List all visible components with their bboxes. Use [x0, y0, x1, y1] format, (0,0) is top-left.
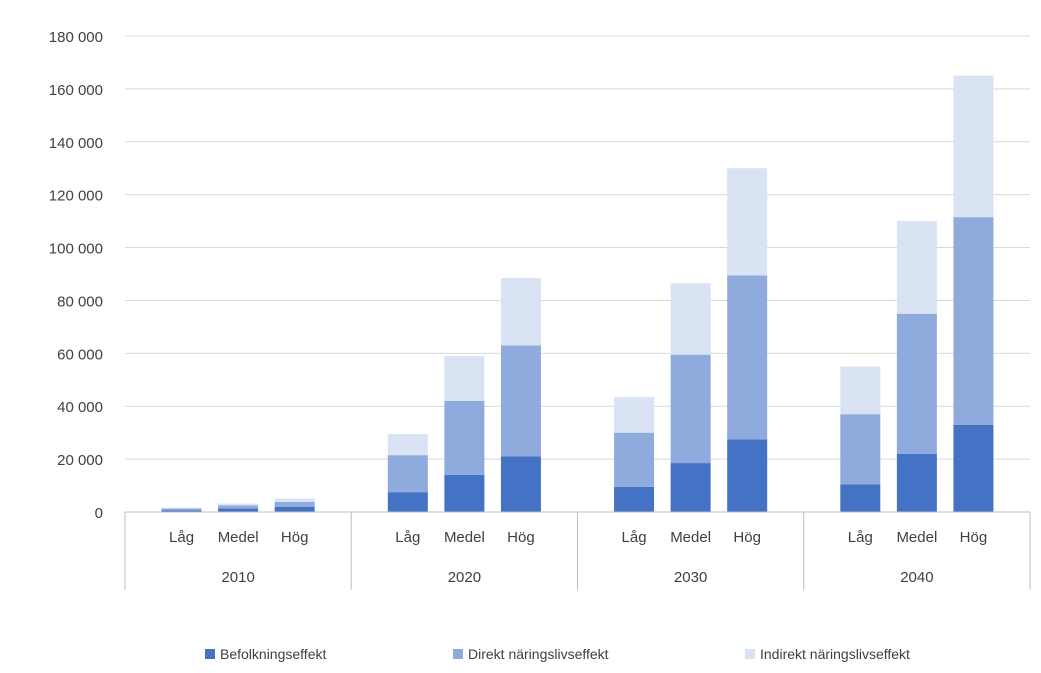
bar-segment	[727, 439, 768, 512]
bar-segment	[500, 277, 541, 346]
gridlines	[125, 35, 1030, 460]
bar-segment	[500, 345, 541, 457]
x-subcategory-label: Låg	[395, 529, 420, 546]
bar-segment	[896, 221, 937, 314]
x-group-label: 2040	[900, 569, 933, 586]
bar-segment	[444, 400, 485, 475]
bar-segment	[840, 414, 881, 485]
bar-segment	[727, 275, 768, 440]
axes: 0 20 000 40 000 60 000 80 000 100 000 120 000 1…	[49, 29, 1031, 590]
bar-segment	[896, 313, 937, 454]
x-subcategory-label: Låg	[848, 529, 873, 546]
x-subcategory-label: Medel	[670, 529, 711, 546]
bar-segment	[161, 510, 202, 512]
bar-segment	[953, 217, 994, 425]
bar-segment	[840, 484, 881, 512]
bar-segment	[218, 505, 259, 509]
x-subcategory-label: Hög	[960, 529, 988, 546]
bar-segment	[727, 168, 768, 276]
bar-segment	[387, 455, 428, 493]
x-subcategory-label: Hög	[281, 529, 309, 546]
legend-swatch	[453, 649, 463, 659]
legend-label: Indirekt näringslivseffekt	[760, 646, 910, 662]
y-tick-label: 0	[95, 505, 103, 522]
x-subcategory-label: Medel	[896, 529, 937, 546]
bar-segment	[670, 463, 711, 512]
y-tick-label: 160 000	[49, 82, 103, 99]
bar-segment	[274, 498, 315, 502]
legend: Befolkningseffekt Direkt näringslivseffek…	[205, 646, 910, 662]
x-subcategory-label: Hög	[507, 529, 535, 546]
bar-segment	[500, 456, 541, 512]
x-subcategory-label: Medel	[218, 529, 259, 546]
bar-segment	[614, 486, 655, 512]
x-subcategory-label: Låg	[622, 529, 647, 546]
bar-segment	[953, 424, 994, 512]
legend-label: Direkt näringslivseffekt	[468, 646, 609, 662]
bar-segment	[896, 453, 937, 512]
bar-segment	[387, 492, 428, 512]
x-group-label: 2010	[221, 569, 254, 586]
y-tick-label: 20 000	[57, 452, 103, 469]
bar-segment	[444, 474, 485, 512]
y-tick-label: 120 000	[49, 188, 103, 205]
x-subcategory-label: Medel	[444, 529, 485, 546]
x-group-label: 2020	[448, 569, 481, 586]
bar-segment	[840, 366, 881, 415]
bar-segment	[670, 354, 711, 464]
x-subcategory-label: Hög	[733, 529, 761, 546]
bar-segment	[387, 433, 428, 456]
legend-swatch	[745, 649, 755, 659]
y-tick-label: 100 000	[49, 241, 103, 258]
y-tick-label: 40 000	[57, 399, 103, 416]
legend-label: Befolkningseffekt	[220, 646, 326, 662]
bar-segment	[161, 507, 202, 509]
y-tick-label: 60 000	[57, 346, 103, 363]
bar-segment	[444, 355, 485, 401]
legend-swatch	[205, 649, 215, 659]
bar-segment	[614, 432, 655, 487]
bar-segment	[614, 396, 655, 433]
bar-segment	[218, 508, 259, 512]
bar-segment	[161, 508, 202, 511]
y-tick-label: 140 000	[49, 135, 103, 152]
x-group-label: 2030	[674, 569, 707, 586]
bar-segment	[274, 501, 315, 507]
y-tick-label: 180 000	[49, 29, 103, 46]
y-tick-label: 80 000	[57, 293, 103, 310]
bar-segment	[274, 506, 315, 512]
x-subcategory-label: Låg	[169, 529, 194, 546]
bar-segment	[670, 283, 711, 355]
bar-segment	[953, 75, 994, 218]
bars	[161, 75, 994, 512]
bar-segment	[218, 503, 259, 506]
